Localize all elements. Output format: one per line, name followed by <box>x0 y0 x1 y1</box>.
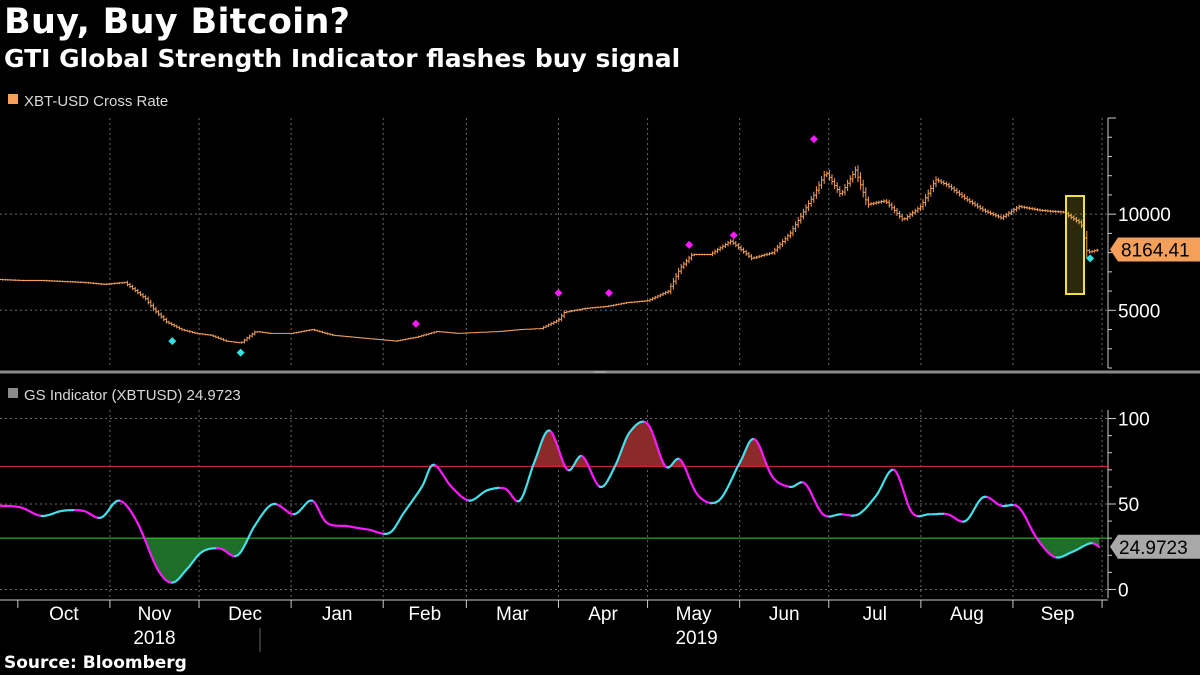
x-month-label: Jul <box>863 604 887 625</box>
chart-title: Buy, Buy Bitcoin? <box>4 2 351 42</box>
sell-signal-marker <box>604 289 613 297</box>
x-month-label: Sep <box>1041 604 1075 625</box>
x-axis: Oct Nov Dec Jan Feb Mar Apr May Jun Jul Aug Sep 2018… <box>0 599 1108 652</box>
price-y-tick-label: 10000 <box>1118 205 1171 226</box>
x-month-label: Oct <box>49 604 79 625</box>
x-month-label: Aug <box>950 604 984 625</box>
sell-signal-marker <box>411 319 420 328</box>
price-callout-box <box>1110 237 1200 262</box>
buy-signal-marker <box>168 337 177 346</box>
indicator-legend-label: GS Indicator (XBTUSD) 24.9723 <box>24 387 241 404</box>
buy-signal-marker <box>1086 254 1095 263</box>
sell-signal-marker <box>554 289 563 297</box>
source-note: Source: Bloomberg <box>4 653 187 673</box>
x-month-label: Jun <box>769 604 800 625</box>
oversold-fill <box>141 537 1100 583</box>
x-month-label: Mar <box>496 604 529 625</box>
x-year-label: 2019 <box>675 628 717 649</box>
chart-subtitle: GTI Global Strength Indicator flashes bu… <box>4 44 681 73</box>
price-legend-label: XBT-USD Cross Rate <box>24 93 168 110</box>
buy-signal-marker <box>236 348 245 357</box>
sell-signal-marker <box>729 231 738 240</box>
overbought-fill <box>429 421 769 467</box>
x-month-label: Dec <box>228 604 262 625</box>
x-month-label: Nov <box>138 604 172 625</box>
indicator-y-tick-label: 100 <box>1118 410 1150 431</box>
indicator-callout-label: 24.9723 <box>1119 538 1188 559</box>
indicator-series-rising <box>40 420 1093 584</box>
highlight-box <box>1065 195 1085 295</box>
price-y-tick-label: 5000 <box>1118 301 1160 322</box>
x-month-label: May <box>676 604 712 625</box>
x-month-label: Feb <box>408 604 441 625</box>
x-year-label: 2018 <box>133 628 175 649</box>
indicator-y-tick-label: 50 <box>1118 495 1139 516</box>
price-panel: 5000 10000 XBT-USD Cross Rate 8164.41 <box>0 93 1200 369</box>
indicator-series-falling <box>0 420 1101 584</box>
indicator-legend-swatch <box>8 388 18 398</box>
price-legend-swatch <box>8 94 18 104</box>
x-month-label: Apr <box>588 604 618 625</box>
sell-signal-marker <box>809 135 818 144</box>
price-series <box>0 165 1099 344</box>
sell-signal-marker <box>685 240 694 249</box>
price-callout-label: 8164.41 <box>1121 240 1190 261</box>
indicator-callout-box <box>1110 534 1200 559</box>
indicator-panel: 0 50 100 GS Indicator (XBTUSD) 24.9723 24.97… <box>0 387 1200 601</box>
x-month-label: Jan <box>322 604 353 625</box>
indicator-y-tick-label: 0 <box>1118 580 1129 601</box>
